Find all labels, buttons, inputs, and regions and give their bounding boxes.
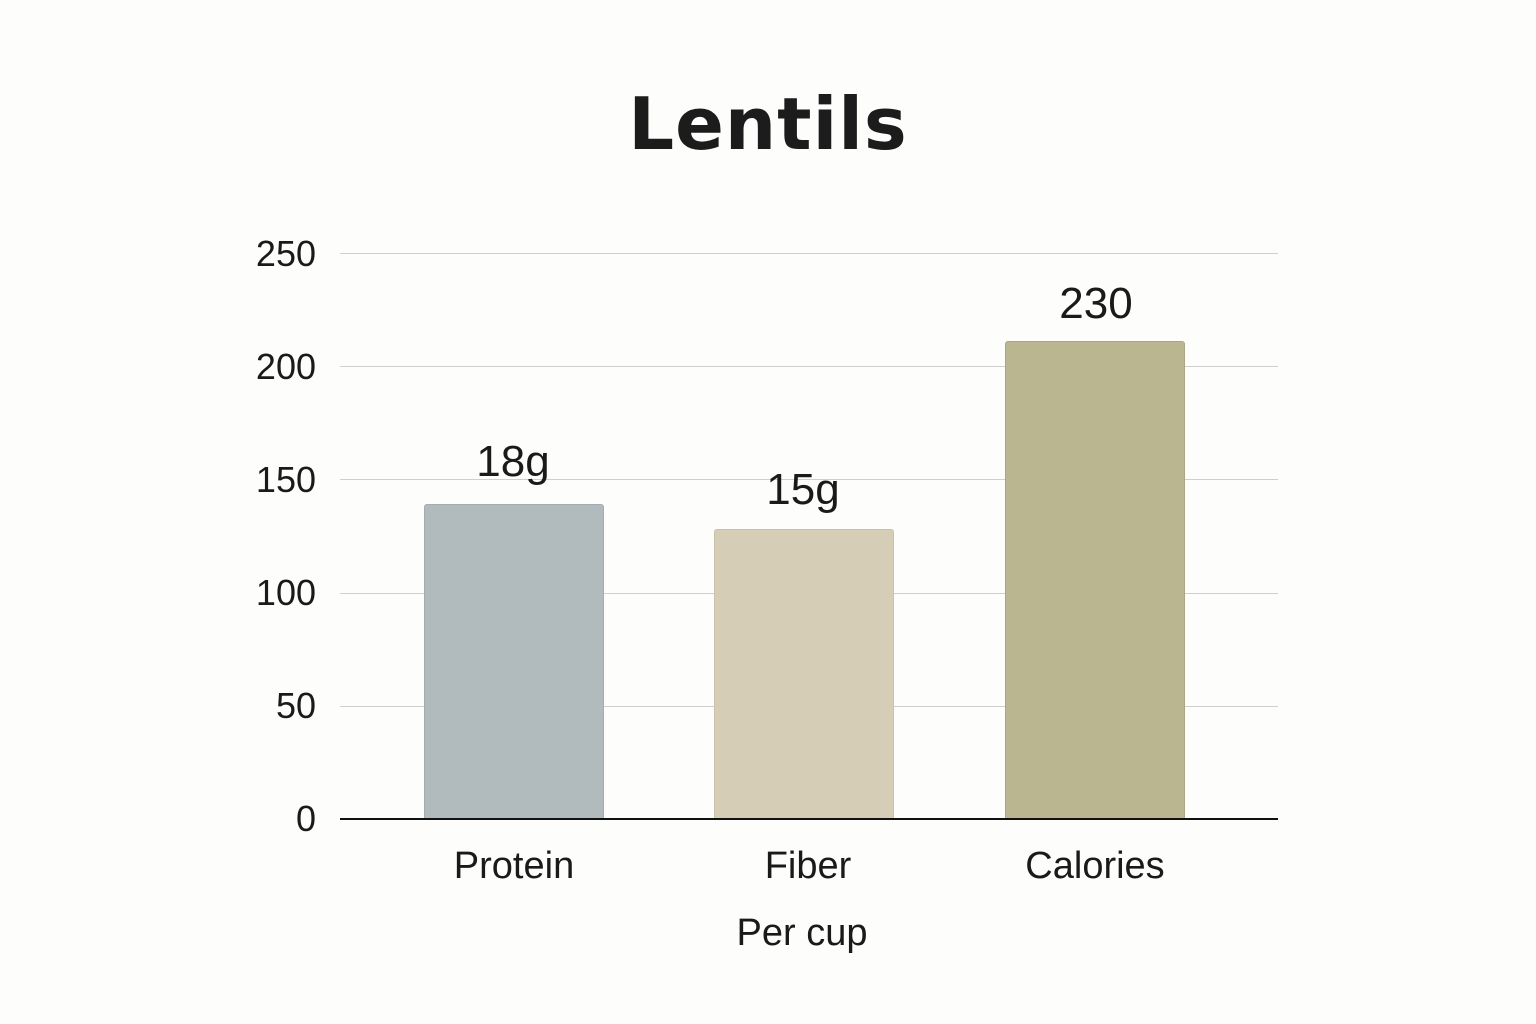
y-tick-250: 250 xyxy=(255,233,316,274)
x-tick-protein: Protein xyxy=(453,845,575,887)
bar-fiber xyxy=(714,529,894,819)
y-tick-100: 100 xyxy=(255,572,316,613)
gridline-250 xyxy=(340,253,1278,254)
bar-protein xyxy=(424,504,604,819)
value-label-calories: 230 xyxy=(1059,279,1133,328)
y-tick-0: 0 xyxy=(295,798,316,839)
chart-title: Lentils xyxy=(628,82,908,166)
gridline-150 xyxy=(340,479,1278,480)
plot-area xyxy=(340,253,1278,820)
x-tick-fiber: Fiber xyxy=(764,845,852,887)
x-axis-label: Per cup xyxy=(736,912,868,954)
bar-calories xyxy=(1005,341,1185,819)
value-label-protein: 18g xyxy=(476,437,550,486)
y-tick-150: 150 xyxy=(255,459,316,500)
gridline-200 xyxy=(340,366,1278,367)
x-tick-calories: Calories xyxy=(1025,845,1165,887)
y-tick-200: 200 xyxy=(255,346,316,387)
y-tick-50: 50 xyxy=(275,685,316,726)
x-axis-line xyxy=(340,818,1278,820)
value-label-fiber: 15g xyxy=(766,465,840,514)
